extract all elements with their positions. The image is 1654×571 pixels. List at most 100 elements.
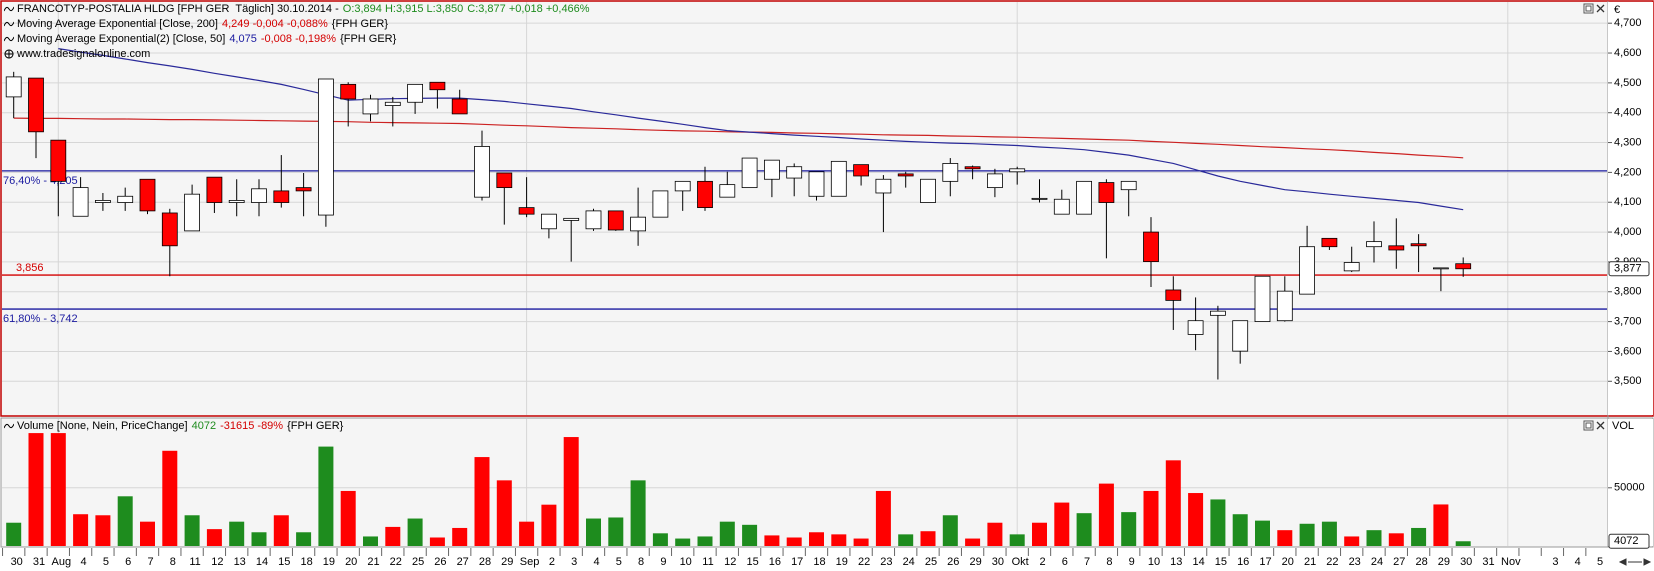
maximize-icon — [1585, 5, 1592, 12]
candle-body — [5, 76, 22, 98]
volume-bar — [608, 517, 624, 546]
volume-bar — [1455, 541, 1471, 546]
legend-row: Volume [None, Nein, PriceChange] 4072 -316… — [4, 419, 347, 433]
x-tick-label: 24 — [903, 556, 915, 568]
x-tick-label: 7 — [147, 556, 153, 568]
legend-text: {FPH GER} — [340, 33, 397, 45]
legend-text: Moving Average Exponential(2) [Close, 50… — [17, 33, 226, 45]
candle-body — [1120, 180, 1137, 191]
x-tick-label: 26 — [434, 556, 446, 568]
volume-bar — [987, 522, 1003, 546]
x-tick-label: 18 — [300, 556, 312, 568]
candle-body — [674, 180, 691, 192]
candle-body — [95, 200, 111, 203]
maximize-button[interactable] — [1583, 420, 1594, 431]
candle-body — [585, 210, 602, 230]
volume-axis-area — [1608, 419, 1653, 546]
x-tick-label: 5 — [103, 556, 109, 568]
legend-icon-path — [4, 36, 14, 42]
level-label: 3,856 — [16, 262, 44, 274]
candle-body — [1053, 198, 1070, 215]
x-tick-label: 29 — [969, 556, 981, 568]
volume-bar — [675, 538, 691, 546]
x-tick-label: 29 — [501, 556, 513, 568]
x-tick-label: 2 — [549, 556, 555, 568]
legend-text: -31615 -89% — [220, 420, 284, 432]
candle-body — [518, 207, 535, 215]
close-button[interactable] — [1596, 421, 1605, 430]
close-button[interactable] — [1596, 4, 1605, 13]
y-tick-label: 3,600 — [1614, 345, 1642, 357]
volume-panel — [0, 417, 1654, 548]
volume-bar — [1388, 533, 1404, 546]
legend-text: {FPH GER} — [331, 18, 389, 30]
volume-bar — [1232, 514, 1248, 546]
x-tick-label: 4 — [81, 556, 87, 568]
legend-row: Moving Average Exponential [Close, 200] 4… — [4, 17, 392, 31]
candle-body — [295, 187, 312, 192]
candle-body — [474, 146, 490, 198]
x-tick-label: 28 — [479, 556, 491, 568]
x-tick-label: 26 — [947, 556, 959, 568]
candle-body — [853, 164, 869, 177]
x-tick-label: 27 — [457, 556, 469, 568]
x-tick-label: 16 — [769, 556, 781, 568]
candle-body — [273, 190, 290, 203]
volume-bar — [206, 529, 222, 546]
volume-bar — [1433, 504, 1449, 546]
candle-body — [652, 190, 669, 218]
x-tick-label: 15 — [746, 556, 758, 568]
volume-bar — [1188, 493, 1204, 546]
candle-body — [496, 172, 513, 189]
volume-bar — [1076, 513, 1092, 546]
x-tick-label: 12 — [211, 556, 223, 568]
maximize-button[interactable] — [1583, 3, 1594, 14]
x-tick-label: 10 — [1148, 556, 1160, 568]
volume-bar — [385, 526, 401, 546]
x-tick-label: 9 — [660, 556, 666, 568]
level-label: 76,40% - 4,205 — [3, 175, 78, 187]
candle-body — [1232, 320, 1249, 352]
candle-body — [719, 184, 736, 198]
candle-body — [697, 180, 713, 209]
x-tick-label: 23 — [1349, 556, 1361, 568]
candle-body — [1076, 180, 1092, 215]
window-buttons[interactable] — [1583, 3, 1605, 431]
volume-tick-label: 50000 — [1614, 482, 1645, 494]
candle-body — [317, 78, 334, 216]
volume-bar — [1255, 520, 1270, 546]
candle-body — [1299, 246, 1315, 295]
last-volume-tag — [1608, 533, 1650, 549]
legend-text: C:3,877 +0,018 +0,466% — [467, 3, 590, 15]
candle-body — [429, 81, 446, 91]
y-tick-label: 4,700 — [1614, 17, 1642, 29]
currency-label: € — [1614, 4, 1620, 16]
volume-bar — [764, 535, 780, 546]
volume-bar — [1277, 530, 1293, 546]
volume-bar — [1411, 527, 1427, 546]
x-tick-label: 8 — [1106, 556, 1112, 568]
legend-icon-path — [4, 423, 14, 429]
volume-bar — [697, 536, 713, 546]
legend-icon — [4, 423, 14, 429]
candle-body — [1433, 267, 1449, 270]
volume-bar — [73, 514, 89, 546]
candle-body — [964, 166, 981, 170]
x-tick-label: 19 — [836, 556, 848, 568]
x-tick-label: 22 — [390, 556, 402, 568]
volume-bar — [407, 518, 423, 546]
x-tick-label: 20 — [1282, 556, 1294, 568]
maximize-icon — [1585, 422, 1592, 429]
candle-body — [384, 101, 401, 106]
volume-bar — [1054, 502, 1070, 546]
legend-icon — [4, 49, 14, 59]
volume-bar — [273, 515, 289, 546]
volume-bar — [1344, 536, 1360, 546]
volume-bar — [452, 527, 468, 546]
x-tick-label: 24 — [1371, 556, 1383, 568]
y-tick-label: 4,000 — [1614, 226, 1642, 238]
y-tick-label: 4,500 — [1614, 77, 1642, 89]
x-tick-label: 9 — [1129, 556, 1135, 568]
volume-bar — [719, 521, 735, 546]
